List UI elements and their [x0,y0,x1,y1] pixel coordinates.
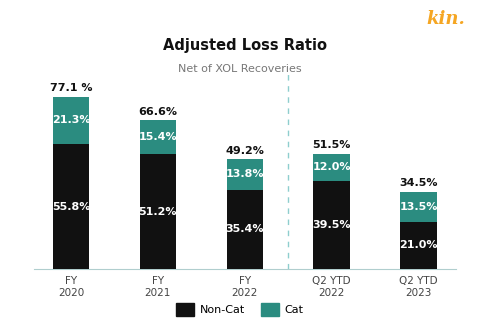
Bar [53,96,89,144]
Bar [227,159,263,190]
Bar [140,154,176,269]
Bar [227,190,263,269]
Bar [313,154,350,181]
Text: 15.4%: 15.4% [139,132,177,142]
Title: Adjusted Loss Ratio: Adjusted Loss Ratio [163,38,327,53]
Text: 66.6%: 66.6% [138,107,178,117]
Text: 55.8%: 55.8% [52,202,90,212]
Text: 51.5%: 51.5% [312,140,351,151]
Bar [313,181,350,269]
Text: 77.1 %: 77.1 % [50,83,92,93]
Text: 21.3%: 21.3% [52,115,90,125]
Text: 34.5%: 34.5% [399,178,438,189]
Text: Net of XOL Recoveries: Net of XOL Recoveries [178,64,302,74]
Text: kin.: kin. [427,10,466,28]
Text: 51.2%: 51.2% [139,207,177,217]
Text: 12.0%: 12.0% [312,162,351,172]
Legend: Non-Cat, Cat: Non-Cat, Cat [173,300,307,319]
Text: 49.2%: 49.2% [226,146,264,155]
Text: 35.4%: 35.4% [226,224,264,235]
Text: 21.0%: 21.0% [399,240,438,251]
Bar [400,222,437,269]
Text: 13.8%: 13.8% [226,169,264,179]
Text: 39.5%: 39.5% [312,220,351,230]
Text: 13.5%: 13.5% [399,202,438,212]
Bar [140,120,176,154]
Bar [53,144,89,269]
Bar [400,192,437,222]
